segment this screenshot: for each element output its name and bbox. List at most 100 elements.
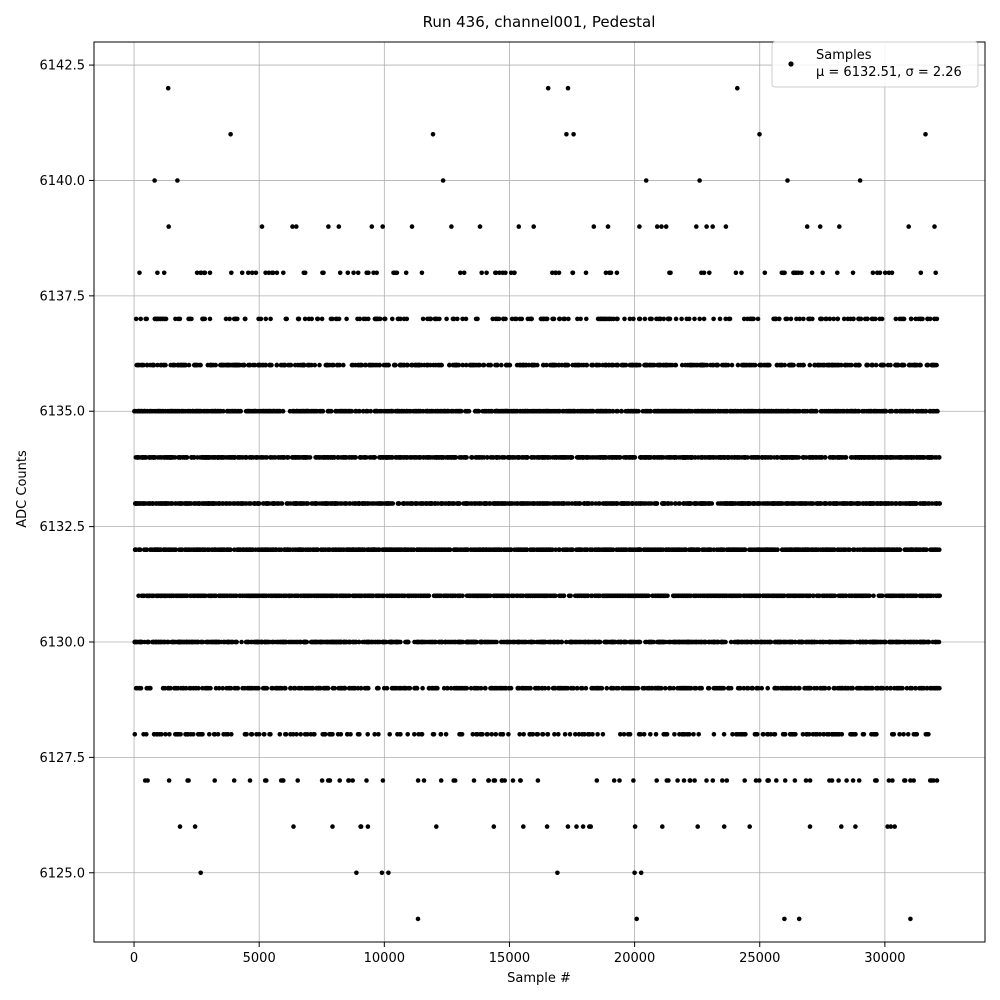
sample-point: [543, 501, 549, 506]
sample-point: [837, 685, 842, 691]
sample-point: [419, 639, 424, 645]
sample-point: [806, 501, 812, 506]
sample-point: [156, 501, 161, 506]
sample-point: [521, 732, 526, 737]
sample-point: [587, 824, 592, 829]
sample-point: [478, 732, 483, 737]
sample-point: [148, 685, 153, 691]
sample-point: [417, 547, 423, 552]
sample-point: [716, 547, 722, 552]
sample-point: [720, 778, 725, 783]
sample-point: [288, 685, 293, 691]
sample-point: [690, 639, 696, 645]
sample-point: [829, 778, 835, 783]
sample-point: [274, 593, 280, 599]
sample-point: [559, 501, 564, 506]
sample-point: [350, 501, 356, 506]
sample-point: [192, 593, 197, 599]
sample-point: [484, 732, 490, 737]
sample-point: [826, 685, 832, 691]
sample-point: [420, 501, 426, 506]
sample-point: [534, 685, 539, 691]
sample-point: [661, 501, 667, 506]
sample-point: [853, 593, 859, 599]
sample-point: [277, 732, 283, 737]
sample-point: [757, 778, 762, 783]
sample-point: [792, 778, 798, 783]
sample-point: [463, 501, 469, 506]
sample-point: [664, 732, 670, 737]
sample-point: [604, 685, 610, 691]
sample-point: [742, 732, 747, 737]
sample-point: [499, 639, 504, 645]
sample-point: [267, 732, 272, 737]
sample-point: [402, 593, 407, 599]
sample-point: [936, 593, 942, 599]
sample-point: [633, 593, 638, 599]
sample-point: [576, 501, 581, 506]
sample-point: [443, 639, 448, 645]
sample-point: [231, 778, 237, 783]
sample-point: [167, 732, 172, 737]
sample-point: [262, 732, 267, 737]
sample-point: [411, 593, 416, 599]
sample-point: [349, 547, 355, 552]
sample-point: [254, 732, 259, 737]
sample-point: [291, 685, 297, 691]
sample-point: [477, 501, 483, 506]
sample-point: [352, 685, 358, 691]
sample-point: [706, 685, 712, 691]
sample-point: [654, 501, 659, 506]
sample-point: [321, 639, 326, 645]
sample-point: [176, 732, 181, 737]
sample-point: [415, 778, 421, 783]
sample-point: [871, 732, 876, 737]
sample-point: [177, 501, 183, 506]
sample-point: [712, 685, 717, 691]
sample-point: [753, 778, 759, 783]
sample-point: [195, 732, 201, 737]
sample-point: [749, 593, 755, 599]
sample-point: [302, 593, 307, 599]
sample-point: [782, 778, 788, 783]
sample-point: [684, 685, 689, 691]
sample-point: [387, 593, 393, 599]
sample-point: [685, 639, 691, 645]
sample-point: [752, 547, 758, 552]
sample-point: [716, 593, 722, 599]
sample-point: [917, 593, 923, 599]
sample-point: [792, 685, 798, 691]
sample-point: [696, 732, 701, 737]
sample-point: [842, 639, 847, 645]
sample-point: [596, 685, 602, 691]
sample-point: [695, 824, 700, 829]
sample-point: [905, 732, 911, 737]
sample-point: [914, 639, 920, 645]
sample-point: [445, 685, 450, 691]
sample-point: [192, 824, 198, 829]
sample-point: [478, 685, 484, 691]
sample-point: [880, 593, 885, 599]
sample-point: [596, 547, 601, 552]
sample-point: [312, 593, 317, 599]
sample-point: [419, 593, 425, 599]
sample-point: [746, 639, 751, 645]
sample-point: [667, 685, 672, 691]
sample-point: [284, 501, 290, 506]
sample-point: [354, 870, 359, 876]
sample-point: [618, 732, 623, 737]
sample-point: [595, 732, 600, 737]
sample-point: [594, 778, 600, 783]
sample-point: [522, 639, 527, 645]
sample-point: [842, 547, 848, 552]
sample-point: [306, 593, 312, 599]
sample-point: [233, 639, 238, 645]
sample-point: [221, 547, 227, 552]
sample-point: [770, 501, 775, 506]
sample-point: [145, 778, 150, 783]
sample-point: [857, 501, 862, 506]
sample-point: [140, 593, 145, 599]
sample-point: [660, 824, 665, 829]
sample-point: [159, 593, 165, 599]
sample-point: [151, 732, 157, 737]
